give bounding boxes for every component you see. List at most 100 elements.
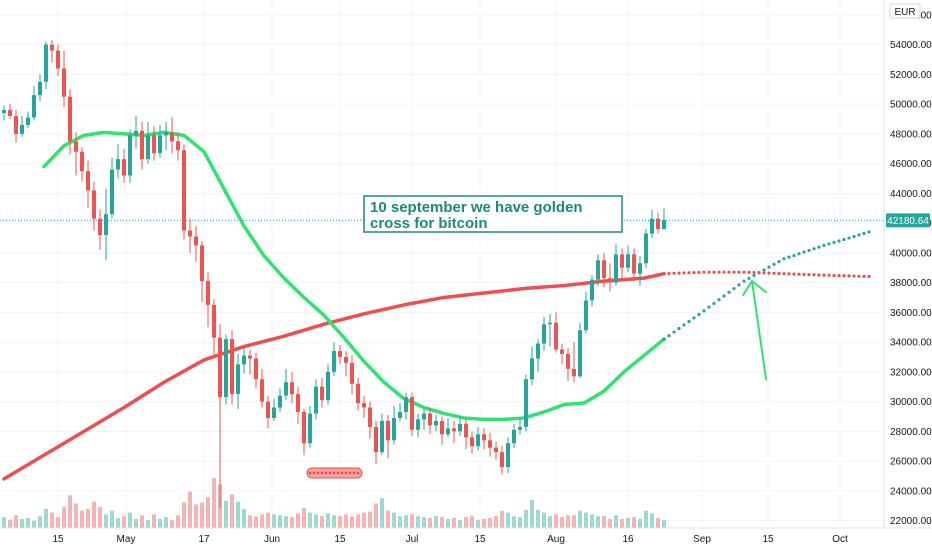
candle-body xyxy=(578,330,582,377)
highlight-band-dot xyxy=(344,471,348,475)
ma50-projection-dot xyxy=(672,330,676,334)
candle-body xyxy=(488,440,492,448)
candle-body xyxy=(590,279,594,301)
candle-body xyxy=(452,428,456,432)
annotation-box[interactable]: 10 september we have golden cross for bi… xyxy=(363,195,623,233)
candle-body xyxy=(482,434,486,441)
ma200-projection-dot xyxy=(862,274,866,278)
candle-body xyxy=(320,386,324,401)
price-tick-label: 48000.00 xyxy=(890,129,932,140)
volume-bar xyxy=(32,520,36,528)
ma50-projection-dot xyxy=(807,248,811,253)
volume-bar xyxy=(452,518,456,528)
time-tick-label: 15 xyxy=(334,534,346,545)
candle-body xyxy=(176,141,180,151)
volume-bar xyxy=(638,518,642,528)
candle-body xyxy=(344,356,348,363)
volume-bar xyxy=(122,516,126,528)
ma200-projection-dot xyxy=(847,274,851,278)
candle-body xyxy=(362,403,366,408)
volume-bar xyxy=(344,514,348,528)
ma200-projection-dot xyxy=(842,274,846,278)
ma200-projection-dot xyxy=(802,272,806,277)
candle-body xyxy=(260,379,264,402)
volume-bar xyxy=(590,514,594,528)
candle-body xyxy=(122,159,126,176)
candle-body xyxy=(206,281,210,305)
highlight-band-dot xyxy=(340,471,344,475)
volume-bar xyxy=(380,498,384,528)
candle-body xyxy=(398,411,402,418)
ma200-projection-dot xyxy=(707,270,711,274)
volume-bar xyxy=(416,516,420,528)
volume-bar xyxy=(140,515,144,528)
ma200-projection-dot xyxy=(737,270,741,274)
candle-body xyxy=(140,130,144,160)
currency-label: EUR xyxy=(894,7,915,18)
volume-bar xyxy=(62,507,66,528)
volume-bar xyxy=(512,516,516,528)
ma200-projection-dot xyxy=(677,271,681,275)
volume-bar xyxy=(398,516,402,528)
candle-body xyxy=(212,304,216,338)
candle-body xyxy=(128,135,132,176)
price-tick-label: 44000.00 xyxy=(890,189,932,200)
volume-bar xyxy=(626,518,630,528)
candle-body xyxy=(572,368,576,377)
ma50-projection-dot xyxy=(707,305,711,309)
time-axis[interactable]: 15 May 17 Jun 15 Jul 15 Aug 16 Sep 15 Oct xyxy=(0,527,932,545)
volume-bar xyxy=(248,515,252,528)
highlight-band xyxy=(306,467,363,479)
volume-bar xyxy=(254,516,258,528)
candle-body xyxy=(446,428,450,435)
candle-body xyxy=(560,349,564,354)
highlight-band-dot xyxy=(332,471,336,475)
candle-body xyxy=(404,397,408,412)
candle-body xyxy=(200,245,204,282)
volume-bar xyxy=(314,514,318,528)
highlight-band-dot xyxy=(352,471,356,475)
volume-bar xyxy=(98,507,102,528)
price-tick-label: 54000.00 xyxy=(890,40,932,51)
volume-bar xyxy=(566,515,570,528)
price-axis[interactable]: 22000.00 24000.00 26000.00 28000.00 30000.00… xyxy=(883,0,932,528)
candle-body xyxy=(494,447,498,453)
volume-bar xyxy=(212,478,216,528)
volume-bar xyxy=(500,510,504,528)
candle-body xyxy=(86,171,90,191)
candle-body xyxy=(542,324,546,344)
volume-bar xyxy=(434,516,438,528)
gridlines xyxy=(0,0,884,528)
candle-body xyxy=(416,419,420,430)
ma200-projection-dot xyxy=(727,270,731,274)
volume-bar xyxy=(602,516,606,528)
candle-body xyxy=(440,420,444,435)
volume-bar xyxy=(308,512,312,528)
volume-bar xyxy=(260,514,264,528)
volume-bar xyxy=(182,502,186,528)
ma200-projection-dot xyxy=(692,270,696,275)
candle-body xyxy=(188,230,192,237)
time-tick-label: Sep xyxy=(693,534,711,545)
candle-body xyxy=(242,355,246,365)
candle-body xyxy=(506,443,510,468)
candle-body xyxy=(470,437,474,447)
ma50-projection-dot xyxy=(712,301,716,306)
ma50-projection-dot xyxy=(847,236,851,240)
volume-bar xyxy=(578,510,582,528)
ma200-projection-dot xyxy=(822,273,826,277)
time-tick-label: 17 xyxy=(198,534,210,545)
volume-bar xyxy=(530,499,534,528)
volume-bar xyxy=(110,510,114,528)
volume-bar xyxy=(116,518,120,528)
candle-body xyxy=(524,379,528,427)
volume-bars xyxy=(2,478,666,528)
ma50-projection-dot xyxy=(822,243,826,248)
volume-bar xyxy=(170,519,174,528)
time-tick-label: May xyxy=(117,534,136,545)
candle-body xyxy=(182,150,186,231)
candle-body xyxy=(218,337,222,398)
candle-body xyxy=(92,190,96,219)
